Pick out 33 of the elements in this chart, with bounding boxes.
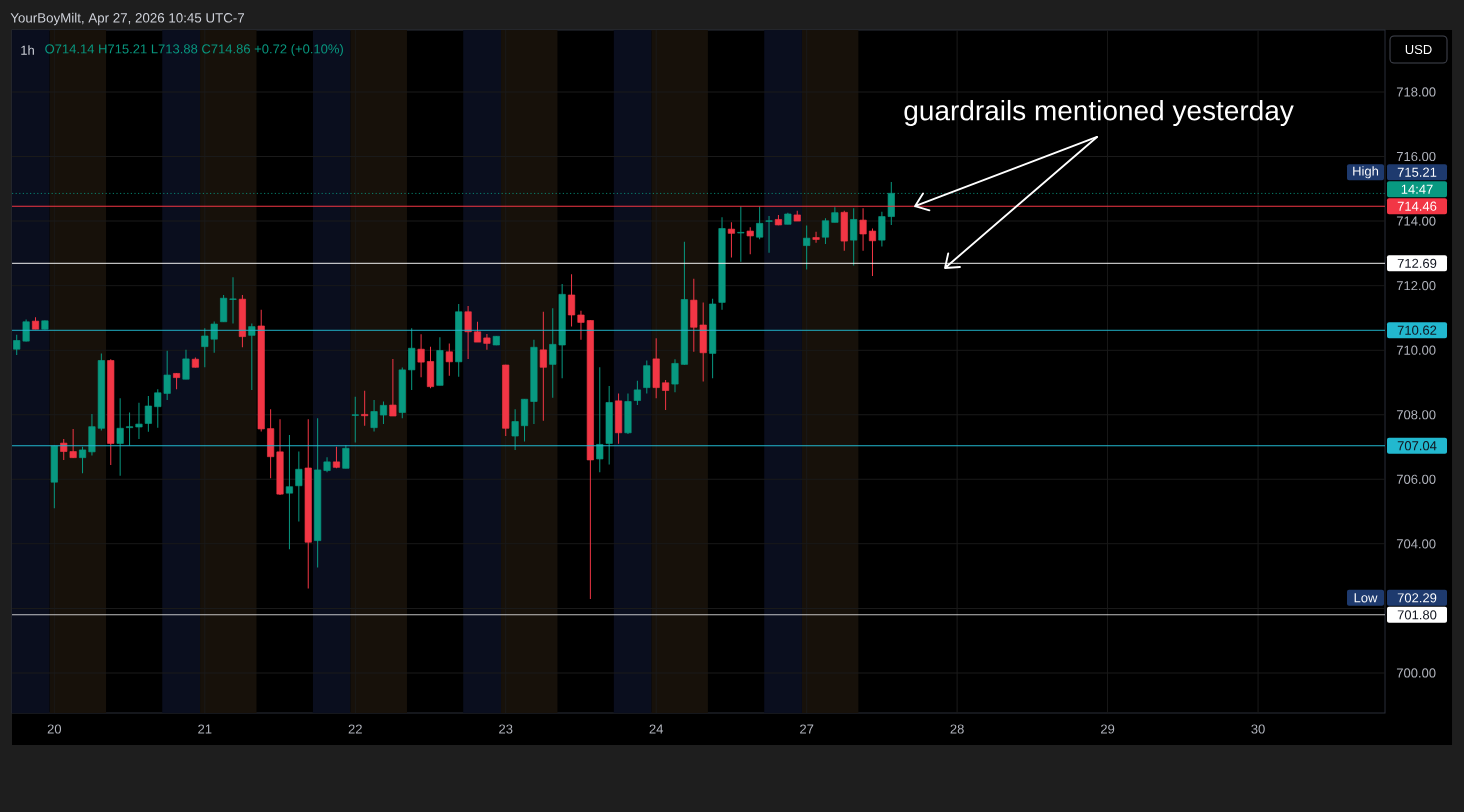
text: 1h (21, 45, 34, 55)
y-tick-label: 712.00 (1396, 281, 1436, 291)
annotation: guardrails mentioned yesterday (904, 99, 1294, 127)
y-tick-label: 710.00 (1396, 345, 1436, 355)
y-tick-label: 706.00 (1396, 474, 1436, 484)
ref-line-label: 707.04 (1397, 441, 1437, 451)
text: YourBoyMilt, Apr 27, 2026 10:45 UTC-7 (10, 12, 245, 26)
y-tick-label: 716.00 (1396, 151, 1436, 162)
x-tick-label: 20 (47, 724, 62, 734)
text: 702.29 (1397, 593, 1437, 603)
y-axis-title: USD (1405, 44, 1432, 55)
y-tick-label: 718.00 (1396, 87, 1436, 97)
x-tick-label: 23 (499, 724, 513, 734)
x-tick-label: 27 (800, 724, 814, 734)
x-tick-label: 21 (198, 724, 212, 734)
x-tick-label: 29 (1101, 724, 1115, 734)
text: O714.14 H715.21 L713.88 C714.86 +0.72 (+0.10%) (45, 43, 343, 57)
x-tick-label: 24 (649, 724, 664, 734)
text: 715.21 (1397, 167, 1437, 177)
text: 14:47 (1401, 184, 1433, 194)
x-tick-label: 22 (348, 724, 362, 734)
y-tick-label: 714.00 (1396, 216, 1436, 226)
ref-line-label: 710.62 (1397, 325, 1437, 335)
x-tick-label: 28 (950, 724, 964, 734)
ref-line-label: 701.80 (1397, 610, 1437, 620)
ref-line-label: 714.46 (1397, 201, 1437, 211)
ref-line-label: 712.69 (1397, 258, 1437, 268)
y-tick-label: 708.00 (1396, 410, 1436, 420)
annotation: High (1353, 166, 1379, 179)
y-tick-label: 704.00 (1396, 539, 1436, 549)
annotation: Low (1354, 593, 1378, 603)
y-tick-label: 700.00 (1396, 668, 1436, 678)
x-tick-label: 30 (1251, 724, 1265, 734)
